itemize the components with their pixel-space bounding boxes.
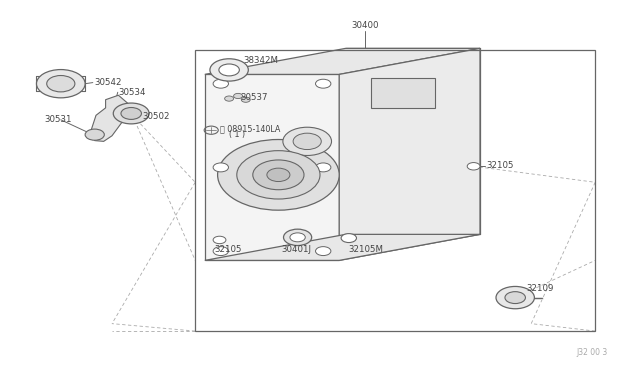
Circle shape bbox=[234, 93, 243, 99]
Circle shape bbox=[237, 151, 320, 199]
Text: Ⓤ 08915-140LA: Ⓤ 08915-140LA bbox=[220, 125, 280, 134]
Circle shape bbox=[218, 140, 339, 210]
Circle shape bbox=[219, 64, 239, 76]
Circle shape bbox=[341, 234, 356, 243]
Circle shape bbox=[213, 236, 226, 244]
Circle shape bbox=[36, 70, 85, 98]
Polygon shape bbox=[91, 95, 133, 141]
Polygon shape bbox=[205, 48, 480, 74]
Text: 30542: 30542 bbox=[95, 78, 122, 87]
Circle shape bbox=[213, 163, 228, 172]
Circle shape bbox=[241, 97, 250, 102]
Text: 32109: 32109 bbox=[526, 284, 554, 293]
Circle shape bbox=[121, 108, 141, 119]
Text: 30400: 30400 bbox=[351, 21, 378, 30]
Text: 38342M: 38342M bbox=[243, 56, 278, 65]
Circle shape bbox=[496, 286, 534, 309]
Bar bbox=[371, 78, 435, 108]
Text: 30531: 30531 bbox=[45, 115, 72, 124]
Circle shape bbox=[47, 76, 75, 92]
Circle shape bbox=[210, 59, 248, 81]
Circle shape bbox=[316, 79, 331, 88]
Circle shape bbox=[113, 103, 149, 124]
Text: ( 1 ): ( 1 ) bbox=[229, 130, 245, 139]
Circle shape bbox=[284, 229, 312, 246]
Text: 30401J: 30401J bbox=[282, 245, 312, 254]
Circle shape bbox=[213, 247, 228, 256]
Circle shape bbox=[225, 96, 234, 101]
Circle shape bbox=[290, 233, 305, 242]
Text: 32105: 32105 bbox=[486, 161, 514, 170]
Polygon shape bbox=[339, 48, 480, 260]
Text: 32105M: 32105M bbox=[349, 245, 384, 254]
Text: 30502: 30502 bbox=[142, 112, 170, 121]
Circle shape bbox=[293, 133, 321, 150]
Polygon shape bbox=[205, 234, 480, 260]
Circle shape bbox=[85, 129, 104, 140]
Circle shape bbox=[505, 292, 525, 304]
Text: 32105: 32105 bbox=[214, 245, 242, 254]
Circle shape bbox=[253, 160, 304, 190]
Circle shape bbox=[316, 247, 331, 256]
Text: 30537: 30537 bbox=[240, 93, 268, 102]
Bar bbox=[195, 50, 595, 331]
Text: J32 00 3: J32 00 3 bbox=[577, 348, 608, 357]
Text: 30534: 30534 bbox=[118, 88, 146, 97]
Circle shape bbox=[213, 79, 228, 88]
Circle shape bbox=[267, 168, 290, 182]
Circle shape bbox=[283, 127, 332, 155]
Bar bbox=[205, 74, 339, 260]
Circle shape bbox=[467, 163, 480, 170]
Circle shape bbox=[316, 163, 331, 172]
